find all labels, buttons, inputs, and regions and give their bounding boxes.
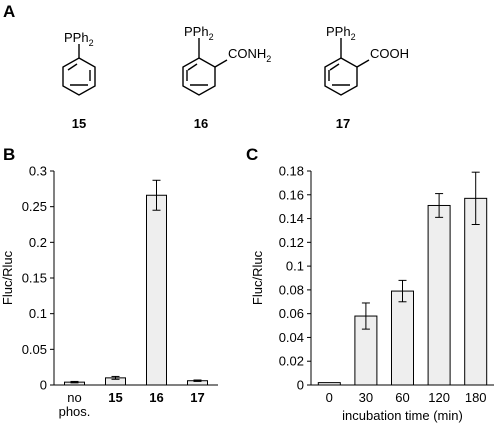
compound-17-structure: [324, 38, 370, 96]
chart-c: 0 0.02 0.04 0.06 0.08 0.1 0.12 0.14 0.16 0.18 Fluc…: [250, 164, 494, 423]
compound-16-phosphine: PPh2: [184, 24, 214, 42]
chart-c-y-axis-label: Fluc/Rluc: [250, 250, 265, 305]
compound-15-phosphine: PPh2: [64, 30, 94, 48]
chart-b-y-axis-label: Fluc/Rluc: [0, 250, 15, 305]
panel-a-label: A: [3, 2, 15, 21]
chart-b-x-tick-label: 15: [108, 390, 122, 405]
chart-b-bar: [146, 194, 167, 386]
chart-c-y-tick-label: 0.08: [279, 282, 304, 297]
chart-c-x-tick-label: 120: [428, 390, 450, 405]
compound-17-substituent: COOH: [370, 46, 409, 61]
chart-c-x-tick-label: 0: [326, 390, 333, 405]
chart-b-x-tick-label: no: [67, 390, 81, 405]
compound-15-structure: [62, 44, 96, 96]
chart-b-y-tick-label: 0.15: [22, 271, 47, 286]
chart-c-bar: [317, 382, 341, 386]
compound-17-number: 17: [336, 116, 350, 131]
chart-c-x-tick-label: 60: [395, 390, 409, 405]
compound-16-number: 16: [194, 116, 208, 131]
chart-c-y-tick-label: 0.1: [286, 259, 304, 274]
chart-b-x-tick-label: 16: [149, 390, 163, 405]
chart-b-x-tick-label: 17: [190, 390, 204, 405]
chart-b-y-tick-label: 0: [40, 378, 47, 393]
chart-c-y-tick-label: 0.04: [279, 330, 304, 345]
compound-15-number: 15: [72, 116, 86, 131]
panel-b-label: B: [3, 145, 15, 164]
compound-17-phosphine: PPh2: [326, 24, 356, 42]
chart-c-y-tick-label: 0: [297, 378, 304, 393]
chart-b-y-tick-label: 0.3: [29, 164, 47, 179]
chart-c-bar: [427, 204, 451, 386]
chart-c-y-tick-label: 0.02: [279, 354, 304, 369]
chart-c-y-tick-label: 0.18: [279, 164, 304, 179]
compound-16-substituent: CONH2: [228, 46, 271, 64]
chart-c-y-tick-label: 0.06: [279, 306, 304, 321]
chart-b-y-tick-label: 0.25: [22, 199, 47, 214]
chart-c-y-tick-label: 0.14: [279, 211, 304, 226]
chart-c-y-tick-label: 0.12: [279, 235, 304, 250]
chart-c-x-tick-label: 180: [465, 390, 487, 405]
chart-b-y-tick-label: 0.1: [29, 306, 47, 321]
panel-c-label: C: [246, 145, 258, 164]
compound-16-structure: [182, 38, 228, 96]
chart-c-bar: [391, 290, 414, 386]
chart-b-y-tick-label: 0.05: [22, 342, 47, 357]
chart-b-x-tick-label: phos.: [59, 404, 91, 419]
panel-a: A PPh2 15 PPh2 CONH2 16: [3, 2, 409, 131]
chart-b-y-tick-label: 0.2: [29, 235, 47, 250]
chart-c-x-tick-label: 30: [359, 390, 373, 405]
chart-c-x-axis-label: incubation time (min): [342, 408, 463, 423]
chart-c-bar: [464, 197, 488, 386]
chart-c-y-tick-label: 0.16: [279, 187, 304, 202]
